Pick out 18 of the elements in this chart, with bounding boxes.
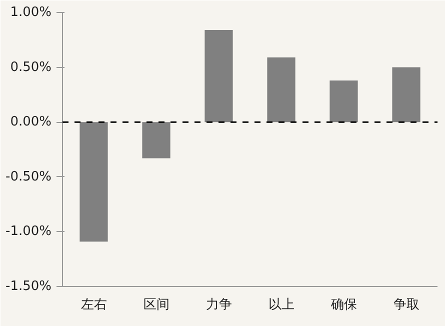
bar bbox=[330, 80, 358, 122]
bar bbox=[204, 30, 233, 122]
x-tick-label: 以上 bbox=[268, 298, 294, 312]
x-tick-label: 区间 bbox=[143, 298, 170, 312]
bar bbox=[267, 57, 296, 122]
y-tick-label: 0.00% bbox=[10, 114, 52, 130]
x-tick-label: 争取 bbox=[393, 298, 420, 312]
x-tick-label: 力争 bbox=[206, 298, 232, 312]
x-tick-label: 左右 bbox=[80, 298, 107, 312]
x-tick-label: 确保 bbox=[330, 298, 357, 312]
y-tick-label: -0.50% bbox=[6, 169, 52, 184]
bar bbox=[142, 122, 170, 158]
bar bbox=[392, 67, 420, 122]
y-tick-label: 1.00% bbox=[10, 5, 52, 20]
y-tick-label: -1.00% bbox=[6, 224, 52, 240]
y-tick-label: -1.50% bbox=[6, 279, 52, 294]
y-tick-label: 0.50% bbox=[10, 60, 52, 75]
bar bbox=[80, 122, 108, 242]
